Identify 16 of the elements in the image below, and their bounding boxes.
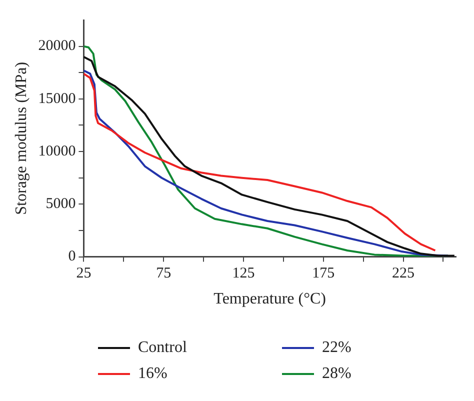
legend-label: Control [138,339,187,357]
x-tick-label: 175 [312,266,335,282]
legend-label: 16% [138,365,168,383]
x-tick-label: 25 [76,266,92,282]
x-tick-label: 75 [156,266,172,282]
y-tick-label: 20000 [38,38,76,54]
x-axis-title: Temperature (°C) [214,290,326,308]
y-tick-label: 15000 [38,90,76,107]
y-tick-label: 0 [68,248,76,265]
legend-label: 22% [322,339,352,357]
legend-label: 28% [322,365,352,383]
y-tick-label: 5000 [46,196,76,212]
x-tick-label: 225 [392,266,415,282]
x-tick-label: 125 [232,266,255,282]
y-tick-label: 10000 [38,143,76,160]
y-axis-title: Storage modulus (MPa) [12,62,30,215]
